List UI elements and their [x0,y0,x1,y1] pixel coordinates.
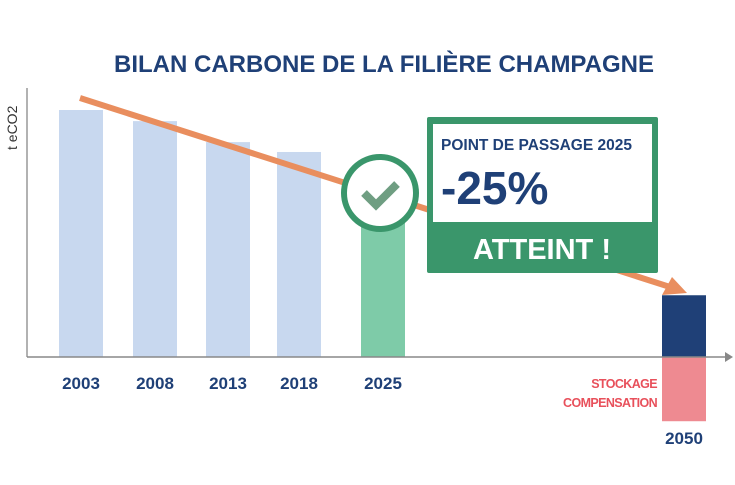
x-axis-arrow-icon [725,352,733,362]
bar-2018 [277,151,321,357]
callout-status: ATTEINT ! [473,234,611,266]
bar-2050 [662,295,706,357]
y-axis-label: t eCO2 [4,105,20,150]
bar-2003 [59,110,103,357]
x-tick-2025: 2025 [364,374,402,393]
negative-label-compensation: COMPENSATION [563,396,658,410]
callout-value: -25% [441,162,548,214]
x-tick-2008: 2008 [136,374,174,393]
trend-arrow-head-icon [662,277,687,295]
x-tick-2013: 2013 [209,374,247,393]
check-circle-icon [341,154,419,232]
x-tick-2018: 2018 [280,374,318,393]
chart-title: BILAN CARBONE DE LA FILIÈRE CHAMPAGNE [114,50,654,78]
bar-2013 [206,142,250,357]
bar-2050-negative [662,357,706,422]
callout-box: POINT DE PASSAGE 2025 -25% ATTEINT ! [427,117,658,273]
bar-2008 [133,121,177,358]
x-tick-2003: 2003 [62,374,100,393]
callout-heading: POINT DE PASSAGE 2025 [441,137,632,154]
negative-label-stockage: STOCKAGE [591,377,657,391]
x-tick-2050: 2050 [665,429,703,448]
